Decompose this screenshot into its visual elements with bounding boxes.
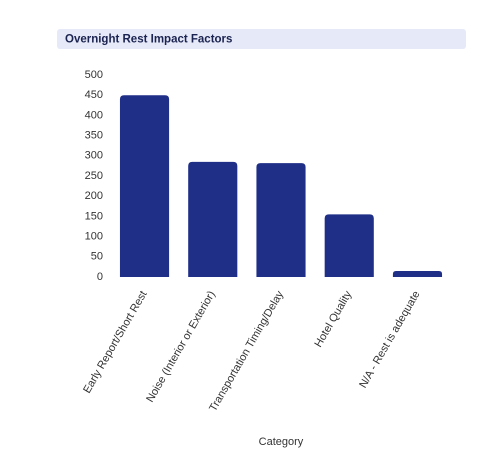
y-tick-label: 50 [91,251,103,263]
chart-title: Overnight Rest Impact Factors [65,34,232,46]
x-tick-label: Hotel Quality [312,289,354,350]
y-tick-label: 150 [85,210,103,222]
y-tick-label: 250 [85,170,103,182]
x-tick-label: N/A - Rest is adequate [357,289,422,390]
y-tick-label: 450 [85,89,103,101]
title-bar [57,29,466,49]
x-tick-label: Early Report/Short Rest [81,289,149,396]
y-tick-label: 200 [85,190,103,202]
y-tick-label: 400 [85,109,103,121]
bar [119,95,170,277]
x-axis-label: Category [259,436,304,448]
bar [392,270,443,277]
y-tick-label: 100 [85,231,103,243]
bar [256,163,306,277]
y-tick-label: 0 [97,271,103,283]
bar [324,214,374,277]
y-tick-label: 350 [85,130,103,142]
x-tick-label: Transportation Timing/Delay [207,289,286,414]
bar [188,161,238,277]
x-tick-label: Noise (Interior or Exterior) [144,289,218,405]
y-tick-label: 300 [85,150,103,162]
y-tick-label: 500 [85,69,103,81]
